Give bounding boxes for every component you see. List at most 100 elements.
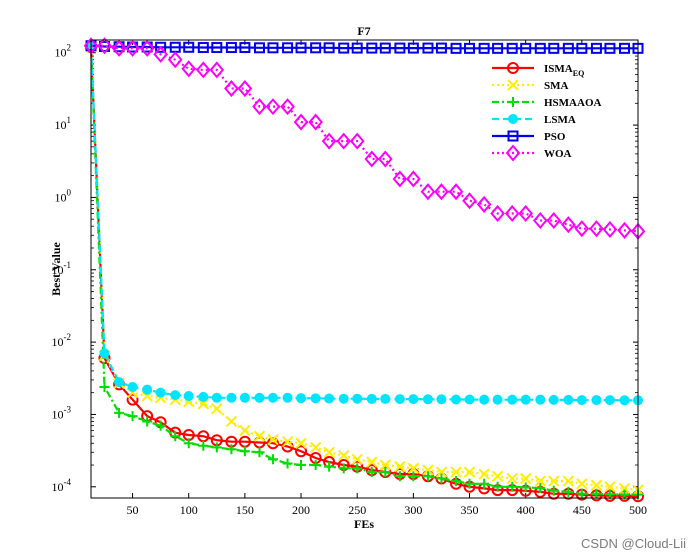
data-point-hsmaaoa [479,478,490,489]
x-tick-label: 350 [461,503,479,517]
data-point-lsma [254,392,265,403]
data-point-lsma [310,393,321,404]
data-point-pso [492,42,504,54]
data-point-lsma [142,384,153,395]
y-axis-title: Best Value [49,241,63,295]
data-point-woa [448,183,464,201]
legend-marker-woa [505,144,521,162]
data-point-woa [293,113,309,131]
data-point-lsma [464,394,475,405]
data-point-hsmaaoa [183,438,194,449]
data-point-hsmaaoa [576,488,587,499]
data-point-pso [478,42,490,54]
data-point-lsma [99,348,110,359]
y-tick-label: 101 [55,115,72,132]
data-point-lsma [507,394,518,405]
data-point-hsmaaoa [99,381,110,392]
data-point-pso [435,42,447,54]
data-point-lsma [576,395,587,406]
data-point-pso [155,41,167,53]
data-point-hsmaaoa [127,411,138,422]
y-tick-label: 10-3 [52,404,72,421]
data-point-woa [364,150,380,168]
data-point-hsmaaoa [352,463,363,474]
data-point-sma [463,466,476,478]
data-point-pso [394,42,406,54]
data-point-lsma [492,394,503,405]
data-point-woa [546,211,562,230]
data-point-pso [450,42,462,54]
data-point-pso [548,42,560,54]
data-point-woa [589,220,604,238]
data-point-woa [336,132,352,150]
data-point-woa [252,98,267,116]
data-point-woa [265,98,281,116]
legend-label-pso: PSO [544,131,566,143]
data-point-lsma [619,395,630,406]
data-point-pso [520,42,532,54]
data-point-lsma [563,394,574,405]
data-point-hsmaaoa [535,483,546,494]
data-point-sma [295,437,307,449]
data-point-lsma [338,393,349,404]
y-tick-label: 102 [55,43,72,60]
data-point-sma [576,478,588,490]
data-point-sma [435,466,448,478]
data-point-lsma [296,393,307,404]
x-tick-label: 300 [404,503,422,517]
data-point-woa [237,80,253,98]
data-point-sma [548,475,560,487]
data-point-sma [267,433,279,446]
data-point-lsma [436,394,447,405]
data-point-woa [308,113,323,131]
data-point-hsmaaoa [324,461,335,472]
x-axis-title: FEs [354,517,374,531]
data-point-woa [561,216,576,234]
data-point-sma [281,435,294,448]
data-point-pso [211,42,223,54]
data-point-pso [295,42,307,54]
data-point-hsmaaoa [198,440,209,451]
data-point-woa [125,39,140,57]
x-tick-label: 450 [573,503,591,517]
data-point-sma [478,468,490,480]
data-point-sma [506,472,518,485]
data-point-sma [394,460,406,473]
data-point-hsmaaoa [114,407,125,418]
plot-frame [90,39,639,499]
data-point-woa [181,60,197,78]
x-tick-label: 100 [180,503,198,517]
data-point-woa [209,61,225,79]
data-point-hsmaaoa [464,478,475,489]
data-point-lsma [267,392,278,403]
data-point-hsmaaoa [591,488,602,499]
data-point-pso [366,42,378,54]
x-tick-label: 250 [348,503,366,517]
data-point-lsma [324,393,335,404]
data-point-pso [282,42,294,54]
data-point-woa [406,170,421,188]
x-tick-label: 150 [236,503,254,517]
data-point-lsma [114,377,125,388]
x-tick-label: 200 [292,503,310,517]
legend-marker-lsma [508,114,518,124]
data-point-pso [351,42,363,54]
data-point-pso [197,42,209,54]
data-point-sma [309,441,322,454]
data-point-woa [349,132,365,150]
data-point-pso [253,42,265,54]
data-point-sma [590,479,603,491]
legend-marker-isma [507,62,519,74]
data-point-woa [420,183,436,201]
data-point-lsma [352,393,363,404]
data-point-sma [211,403,223,415]
data-point-sma [253,430,266,442]
data-point-hsmaaoa [548,485,559,496]
series-woa [83,37,646,240]
data-point-pso [407,42,419,54]
data-point-lsma [366,393,377,404]
data-point-woa [111,39,127,57]
data-point-pso [506,42,518,54]
data-point-pso [576,42,588,54]
data-point-sma [491,470,504,482]
